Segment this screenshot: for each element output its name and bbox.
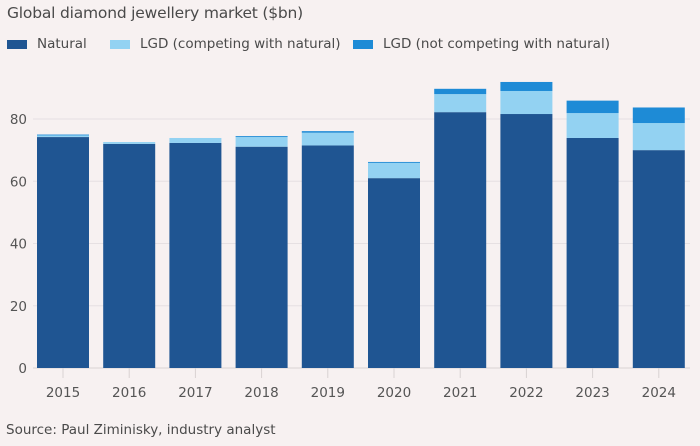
x-tick-label: 2020: [377, 385, 411, 401]
x-tick-label: 2021: [443, 385, 477, 401]
legend-label-lgd-not-competing: LGD (not competing with natural): [383, 36, 610, 52]
bar-2024-series-1: [632, 123, 685, 151]
bar-2022-series-0: [500, 114, 553, 369]
bar-2018-series-1: [235, 137, 288, 147]
bar-2020-series-0: [368, 178, 420, 368]
x-tick-label: 2022: [509, 385, 543, 401]
legend-swatch-lgd-competing: [110, 39, 130, 49]
bar-2024-series-2: [632, 107, 685, 124]
bar-2016-series-1: [103, 142, 156, 144]
y-tick-label: 20: [10, 299, 27, 315]
x-tick-label: 2024: [642, 385, 676, 401]
bar-2021-series-0: [434, 112, 487, 368]
bar-2024-series-0: [632, 150, 685, 368]
bar-2019-series-0: [301, 145, 354, 368]
bar-2019-series-1: [301, 132, 354, 146]
legend-swatch-natural: [7, 39, 27, 49]
bar-2022-series-2: [500, 81, 553, 91]
y-tick-label: 0: [18, 361, 27, 377]
bar-2015-series-2: [37, 134, 89, 136]
bar-2017-series-1: [169, 137, 222, 143]
legend-label-natural: Natural: [37, 36, 87, 52]
bar-2018-series-0: [235, 146, 288, 368]
chart-title: Global diamond jewellery market ($bn): [7, 4, 304, 22]
bar-2023-series-2: [566, 100, 619, 114]
legend-item-lgd-not-competing: LGD (not competing with natural): [353, 36, 610, 52]
bar-2021-series-2: [434, 88, 487, 95]
x-tick-label: 2023: [575, 385, 609, 401]
y-tick-label: 40: [10, 237, 27, 253]
x-tick-label: 2018: [244, 385, 278, 401]
x-tick-label: 2015: [46, 385, 80, 401]
bar-2022-series-1: [500, 90, 553, 115]
y-tick-label: 60: [10, 174, 27, 190]
bar-2020-series-1: [368, 162, 420, 179]
legend-swatch-lgd-not-competing: [353, 39, 373, 49]
bar-2019-series-2: [301, 131, 354, 133]
y-tick-label: 80: [10, 112, 27, 128]
bar-2023-series-0: [566, 137, 619, 368]
bar-2017-series-0: [169, 142, 222, 368]
bar-2016-series-0: [103, 143, 156, 368]
source-note: Source: Paul Ziminisky, industry analyst: [6, 422, 276, 438]
bar-2023-series-1: [566, 113, 619, 138]
legend-item-natural: Natural: [7, 36, 87, 52]
bar-2018-series-2: [235, 136, 288, 138]
x-tick-label: 2016: [112, 385, 146, 401]
bar-2021-series-1: [434, 94, 487, 113]
legend-item-lgd-competing: LGD (competing with natural): [110, 36, 341, 52]
legend-label-lgd-competing: LGD (competing with natural): [140, 36, 341, 52]
x-tick-label: 2019: [311, 385, 345, 401]
bar-2015-series-1: [37, 134, 89, 138]
bar-2020-series-2: [368, 161, 420, 163]
x-tick-label: 2017: [178, 385, 212, 401]
bar-2015-series-0: [37, 137, 89, 368]
